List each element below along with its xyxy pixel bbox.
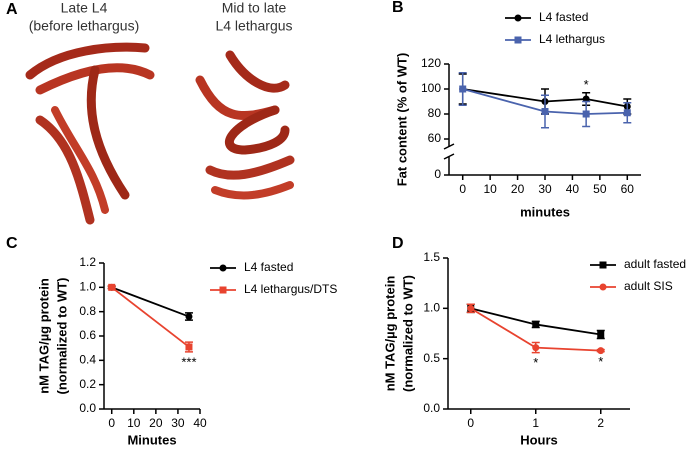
legend-label: L4 lethargus <box>539 32 605 46</box>
y-tick-label: 1.5 <box>423 250 440 264</box>
y-tick-label: 1.2 <box>79 255 96 269</box>
y-tick-label: 100 <box>421 81 441 95</box>
x-tick-label: 10 <box>127 416 141 430</box>
x-tick-label: 40 <box>193 416 207 430</box>
legend-label: L4 lethargus/DTS <box>244 282 337 296</box>
x-axis-label: Hours <box>520 432 558 447</box>
x-tick-label: 1 <box>532 416 539 430</box>
y-tick-label: 60 <box>428 131 442 145</box>
marker <box>597 331 605 339</box>
chart: C 0.0 0.2 0.4 0.6 0.8 1.0 1.2 0 10 20 30 40 Minutes nM… <box>6 235 337 447</box>
x-tick-label: 60 <box>621 182 635 196</box>
y-axis-label: nM TAG/µg protein <box>382 276 397 392</box>
chart: D 0.0 0.5 1.0 1.5 0 1 2 Hours nM TAG/µg protein (n… <box>382 235 686 447</box>
annotation: *** <box>181 354 196 369</box>
x-tick-label: 0 <box>459 182 466 196</box>
x-axis-label: Minutes <box>127 432 176 447</box>
series-line <box>111 286 190 348</box>
marker <box>623 109 631 117</box>
worm <box>205 155 295 180</box>
caption: Mid to late <box>222 0 287 16</box>
worm <box>225 50 290 93</box>
y-tick-label: 0.4 <box>79 353 96 367</box>
worm <box>35 115 95 225</box>
marker <box>532 320 540 328</box>
worm <box>211 181 294 200</box>
chart: B 0 60 80 100 120 0 10 20 30 40 50 60 minutes Fat cont… <box>392 0 641 219</box>
caption: Late L4 <box>61 0 108 16</box>
annotation: * <box>584 77 589 92</box>
x-tick-label: 40 <box>566 182 580 196</box>
y-tick-label: 0.8 <box>79 304 96 318</box>
marker <box>185 343 193 351</box>
y-tick-label: 0 <box>434 167 441 181</box>
y-axis-label: Fat content (% of WT) <box>394 53 409 187</box>
series-line <box>462 88 628 108</box>
caption: (before lethargus) <box>29 18 140 34</box>
panel-label: A <box>6 1 18 18</box>
marker <box>108 283 116 291</box>
y-tick-label: 1.0 <box>79 280 96 294</box>
x-tick-label: 2 <box>597 416 604 430</box>
y-tick-label: 0.6 <box>79 328 96 342</box>
worm <box>86 65 130 200</box>
legend-marker <box>219 264 227 272</box>
y-tick-label: 0.0 <box>79 401 96 415</box>
y-tick-label: 0.0 <box>423 401 440 415</box>
worm-image <box>25 42 295 225</box>
x-tick-label: 30 <box>538 182 552 196</box>
caption: L4 lethargus <box>215 18 292 34</box>
marker <box>467 304 475 312</box>
x-tick-label: 20 <box>149 416 163 430</box>
panel-label: B <box>392 0 404 16</box>
y-axis-label: (normalized to WT) <box>54 278 69 395</box>
series-line <box>462 88 628 115</box>
legend-label: adult fasted <box>624 257 686 271</box>
worm <box>51 106 109 214</box>
y-tick-label: 1.0 <box>423 301 440 315</box>
axis-break <box>443 143 455 150</box>
legend-label: adult SIS <box>624 279 673 293</box>
marker <box>459 85 467 93</box>
worm <box>25 42 150 80</box>
legend-label: L4 fasted <box>539 10 588 24</box>
x-tick-label: 30 <box>171 416 185 430</box>
x-tick-label: 20 <box>511 182 525 196</box>
y-tick-label: 0.5 <box>423 351 440 365</box>
y-axis-label: (normalized to WT) <box>400 275 415 392</box>
legend-marker <box>219 286 227 294</box>
y-tick-label: 80 <box>428 106 442 120</box>
annotation: * <box>598 354 603 369</box>
legend-label: L4 fasted <box>244 260 293 274</box>
y-tick-label: 120 <box>421 56 441 70</box>
marker <box>532 344 540 352</box>
marker <box>541 108 549 115</box>
legend-marker <box>599 261 607 269</box>
annotation: * <box>533 355 538 370</box>
panel-label: D <box>392 235 404 252</box>
y-tick-label: 0.2 <box>79 377 96 391</box>
panel-a: A Late L4 (before lethargus) Mid to late… <box>6 0 295 225</box>
x-tick-label: 0 <box>467 416 474 430</box>
marker <box>185 313 193 321</box>
legend-marker <box>599 283 607 291</box>
x-axis-label: minutes <box>520 204 570 219</box>
x-tick-label: 10 <box>483 182 497 196</box>
axis-break <box>443 153 455 160</box>
legend-marker <box>514 14 522 22</box>
marker <box>582 110 590 118</box>
series-line <box>111 286 190 318</box>
x-tick-label: 50 <box>593 182 607 196</box>
legend-marker <box>514 36 522 44</box>
worm <box>225 105 290 155</box>
panel-label: C <box>6 235 18 252</box>
y-axis-label: nM TAG/µg protein <box>36 278 51 394</box>
marker <box>597 347 605 355</box>
x-tick-label: 0 <box>108 416 115 430</box>
